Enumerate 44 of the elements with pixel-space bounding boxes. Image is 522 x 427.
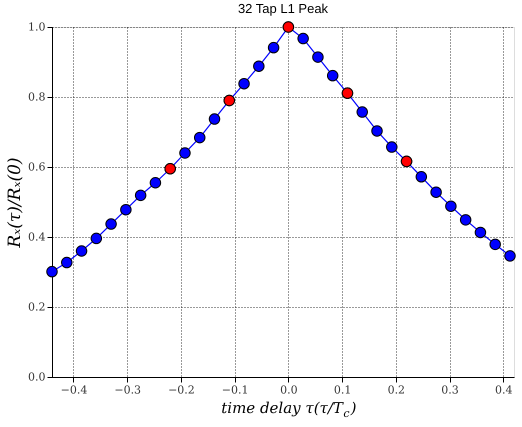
point [489,238,501,250]
point [430,186,442,198]
y-axis-title: Rₓ(τ)/Rₓ(0) [5,157,26,249]
point [445,200,457,212]
point [179,147,191,159]
y-tick-label: 0.8 [28,90,46,104]
x-tick-label: −0.3 [114,384,142,396]
point [386,141,398,153]
x-tick-label: −0.2 [168,384,195,396]
point [120,204,132,216]
x-tick-label: −0.4 [60,384,88,396]
x-tick-label: 0.4 [495,384,513,396]
point [326,70,338,82]
point [105,218,117,230]
y-tick-label: 0.6 [28,160,46,174]
point [134,190,146,202]
point [504,250,516,262]
point [46,266,58,278]
y-tick-label: 1.0 [28,20,46,34]
chart-title: 32 Tap L1 Peak [238,0,329,16]
point [460,214,472,226]
point [474,226,486,238]
point [416,171,428,183]
x-tick-label: 0.3 [441,384,459,396]
point [371,125,383,137]
point [150,177,162,188]
point [208,113,220,125]
point [76,245,88,257]
point [356,106,368,118]
y-tick-label: 0.2 [28,300,46,314]
point [253,60,265,72]
x-tick-label: 0.1 [334,384,352,396]
y-tick-label: 0.4 [28,230,46,244]
x-tick-label: 0.2 [388,384,406,396]
point [194,132,206,144]
point [238,78,250,90]
y-tick-label: 0.0 [28,370,46,384]
point [312,51,324,63]
point [90,232,102,244]
point [61,256,73,268]
x-tick-label: 0.0 [280,384,298,396]
x-tick-label: −0.1 [222,384,249,396]
point [297,32,309,44]
point [268,42,280,54]
